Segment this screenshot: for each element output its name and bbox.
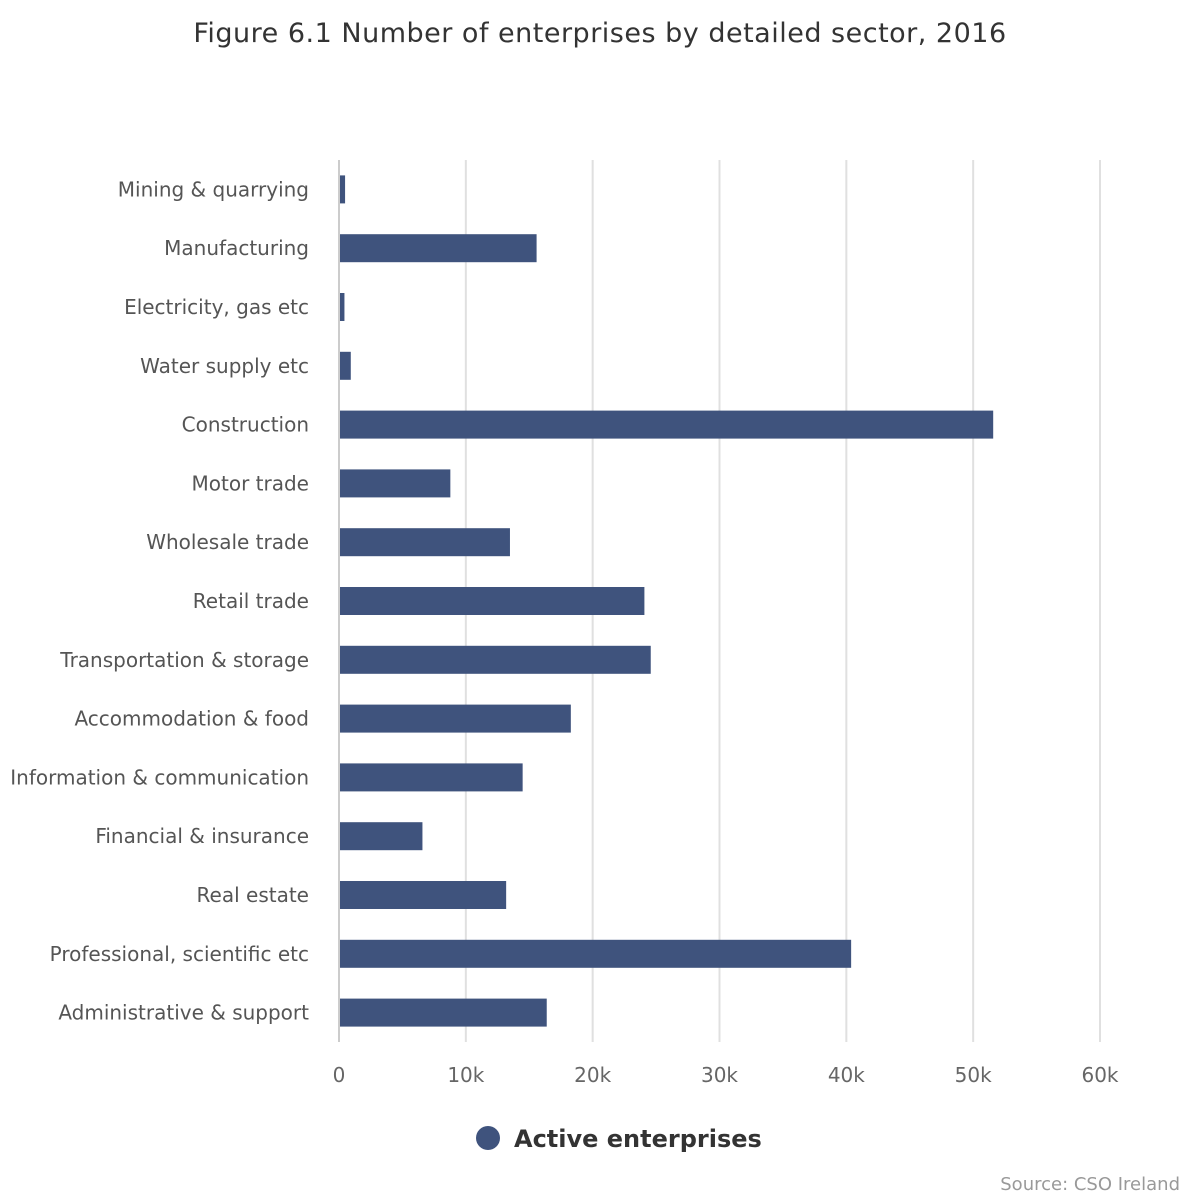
bar[interactable]: Water supply etc: 850 bbox=[340, 351, 351, 380]
category-labels: Mining & quarrying Manufacturing Electrici… bbox=[10, 177, 309, 1024]
category-label: Financial & insurance bbox=[95, 824, 309, 848]
category-label: Accommodation & food bbox=[74, 707, 309, 731]
legend-label[interactable]: Active enterprises bbox=[514, 1125, 762, 1153]
bar[interactable]: Manufacturing: 15500 bbox=[340, 234, 537, 263]
bars: Mining & quarrying: 400 Manufacturing: 15… bbox=[340, 175, 994, 1027]
category-label: Retail trade bbox=[193, 589, 309, 613]
bar[interactable]: Wholesale trade: 13400 bbox=[340, 528, 510, 557]
bar[interactable]: Financial & insurance: 6500 bbox=[340, 822, 423, 851]
x-tick-label: 60k bbox=[1081, 1063, 1118, 1087]
category-label: Mining & quarrying bbox=[118, 177, 309, 201]
legend[interactable]: Active enterprises bbox=[476, 1125, 762, 1153]
category-label: Electricity, gas etc bbox=[124, 295, 309, 319]
source-credit[interactable]: Source: CSO Ireland bbox=[1000, 1174, 1180, 1195]
bar[interactable]: Transportation & storage: 24500 bbox=[340, 645, 651, 674]
bar[interactable]: Motor trade: 8700 bbox=[340, 469, 451, 498]
category-label: Wholesale trade bbox=[146, 530, 309, 554]
bar[interactable]: Real estate: 13100 bbox=[340, 881, 507, 909]
bar[interactable]: Construction: 51500 bbox=[340, 410, 994, 439]
bar[interactable]: Electricity, gas etc: 350 bbox=[340, 293, 345, 321]
legend-marker[interactable] bbox=[476, 1126, 500, 1150]
bar[interactable]: Information & communication: 14400 bbox=[340, 763, 523, 792]
x-tick-label: 50k bbox=[955, 1063, 992, 1087]
category-label: Transportation & storage bbox=[59, 648, 309, 672]
x-tick-label: 40k bbox=[828, 1063, 865, 1087]
category-label: Construction bbox=[182, 413, 309, 437]
bar[interactable]: Retail trade: 24000 bbox=[340, 587, 645, 615]
category-label: Water supply etc bbox=[140, 354, 309, 378]
bar[interactable]: Accommodation & food: 18200 bbox=[340, 704, 571, 733]
bar[interactable]: Administrative & support: 16300 bbox=[340, 998, 547, 1027]
x-tick-label: 30k bbox=[701, 1063, 738, 1087]
x-tick-label: 10k bbox=[447, 1063, 484, 1087]
category-label: Manufacturing bbox=[164, 236, 309, 260]
category-label: Professional, scientific etc bbox=[50, 942, 309, 966]
x-tick-label: 20k bbox=[574, 1063, 611, 1087]
category-label: Information & communication bbox=[10, 765, 309, 789]
category-label: Motor trade bbox=[192, 471, 309, 495]
chart-title: Figure 6.1 Number of enterprises by deta… bbox=[193, 18, 1006, 49]
x-tick-label: 0 bbox=[333, 1063, 346, 1087]
bar[interactable]: Professional, scientific etc: 40300 bbox=[340, 939, 852, 968]
category-label: Administrative & support bbox=[58, 1001, 309, 1025]
bar[interactable]: Mining & quarrying: 400 bbox=[340, 175, 346, 204]
category-label: Real estate bbox=[197, 883, 309, 907]
x-axis-tick-labels: 0 10k 20k 30k 40k 50k 60k bbox=[333, 1063, 1119, 1087]
